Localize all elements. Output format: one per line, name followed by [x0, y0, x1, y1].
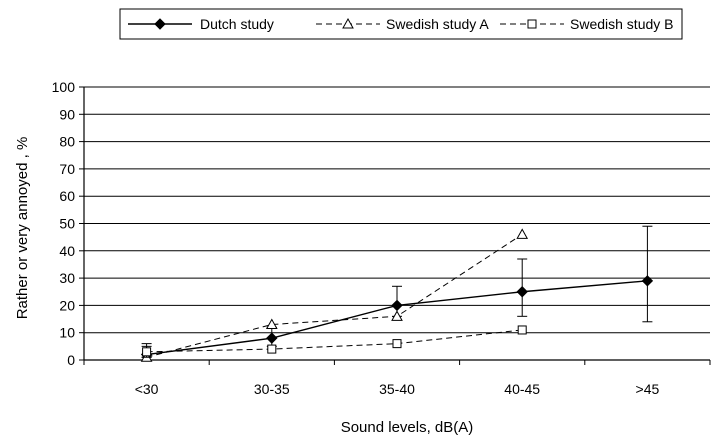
series-2: [141, 325, 527, 358]
data-point: [265, 318, 278, 330]
axes: 0 10 20 30 40 50 60 70 80 90 100 <30 30-35 35-40 40-45…: [52, 79, 711, 397]
legend-label: Swedish study A: [386, 16, 489, 32]
data-point: [516, 286, 528, 298]
x-tick-label: 35-40: [379, 381, 415, 397]
y-tick-label: 100: [52, 79, 76, 95]
legend-item-2: Swedish study B: [500, 16, 674, 32]
y-tick-label: 40: [59, 243, 75, 259]
data-point: [516, 228, 529, 239]
series-layer: [140, 225, 654, 362]
data-point: [391, 299, 403, 312]
legend-marker: [154, 18, 166, 30]
series-line: [146, 329, 523, 353]
series-1: [140, 228, 529, 362]
legend-marker: [527, 19, 537, 29]
series-line: [146, 234, 523, 358]
x-tick-label: 40-45: [504, 381, 540, 397]
y-tick-label: 10: [59, 325, 75, 341]
legend: Dutch study Swedish study A Swedish study …: [119, 8, 683, 40]
legend-item-0: Dutch study: [128, 16, 274, 32]
y-tick-label: 20: [59, 297, 75, 313]
data-point: [641, 275, 654, 287]
y-axis-title: Rather or very annoyed , %: [14, 137, 31, 320]
data-point: [392, 339, 402, 349]
y-tick-label: 30: [59, 270, 75, 286]
x-tick-label: >45: [636, 381, 660, 397]
data-point: [142, 347, 152, 357]
legend-marker: [342, 17, 354, 29]
legend-box: [119, 8, 683, 40]
data-point: [267, 344, 277, 354]
y-tick-label: 0: [67, 352, 75, 368]
data-point: [391, 310, 403, 321]
y-tick-label: 90: [59, 106, 75, 122]
y-tick-label: 50: [59, 216, 75, 232]
x-tick-label: <30: [135, 381, 159, 397]
data-point: [266, 332, 278, 344]
x-axis-title: Sound levels, dB(A): [341, 419, 474, 436]
x-tick-label: 30-35: [254, 381, 290, 397]
legend-label: Dutch study: [200, 16, 274, 32]
y-tick-label: 60: [59, 188, 75, 204]
legend-item-1: Swedish study A: [316, 16, 489, 32]
y-tick-label: 80: [59, 134, 75, 150]
y-tick-label: 70: [59, 161, 75, 177]
legend-label: Swedish study B: [570, 16, 674, 32]
data-point: [517, 325, 527, 335]
